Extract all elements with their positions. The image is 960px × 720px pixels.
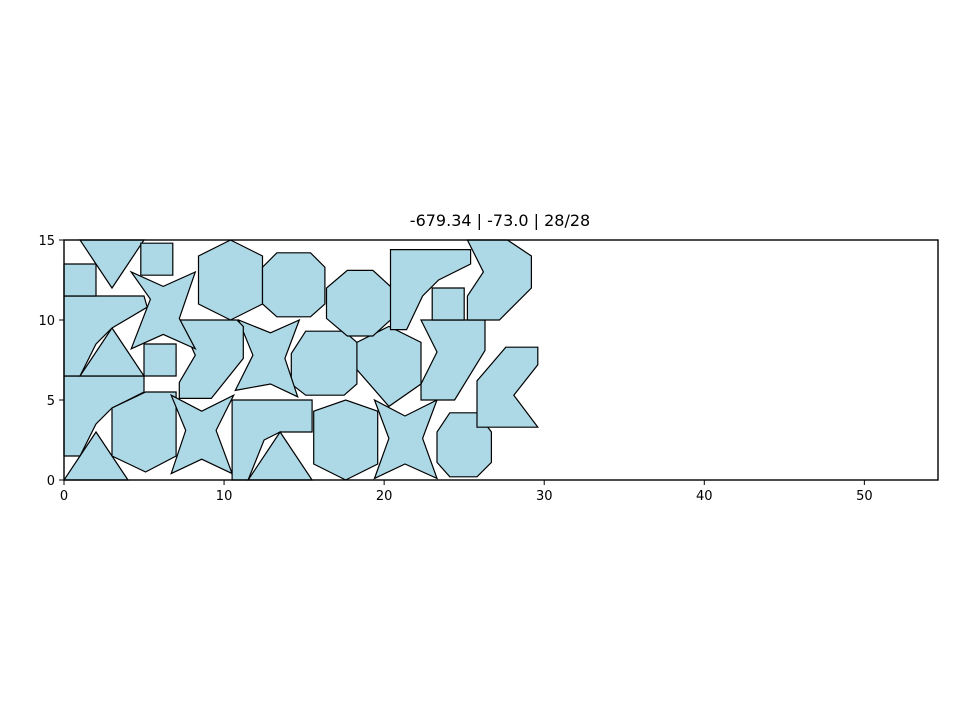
y-tick-label: 10 — [38, 314, 55, 329]
shape-l-shape-5 — [231, 399, 313, 481]
x-tick-label: 40 — [696, 489, 713, 504]
shapes-layer — [62, 239, 539, 481]
shape-octagon-9 — [436, 412, 492, 478]
shape-triangle-17 — [78, 326, 146, 377]
y-tick-label: 5 — [47, 394, 55, 409]
shape-square-27 — [431, 287, 465, 321]
shape-hexagon-3 — [111, 391, 177, 473]
x-tick-label: 0 — [60, 489, 68, 504]
shape-square-19 — [63, 263, 97, 297]
shape-star4-14 — [234, 318, 301, 398]
shape-l-shape-26 — [389, 249, 472, 331]
x-tick-label: 20 — [376, 489, 393, 504]
shape-chevron-15 — [178, 319, 244, 399]
shape-octagon-24 — [261, 252, 326, 318]
shape-star4-4 — [170, 393, 236, 475]
shape-hexagon-23 — [197, 239, 264, 321]
x-tick-label: 30 — [536, 489, 553, 504]
y-tick-label: 0 — [47, 474, 55, 489]
shape-octagon-25 — [325, 269, 393, 337]
axes-frame — [63, 239, 939, 481]
shape-square-16 — [143, 343, 177, 377]
ticks-layer: 0 10 20 30 40 50 0 5 10 15 — [38, 234, 872, 504]
shape-chevron-10 — [476, 346, 539, 428]
shape-star4-22 — [129, 270, 197, 351]
shape-octagon-13 — [290, 330, 358, 396]
x-tick-label: 10 — [216, 489, 233, 504]
shape-hexagon-7 — [313, 399, 379, 481]
y-tick-label: 15 — [38, 234, 55, 249]
x-tick-label: 50 — [856, 489, 873, 504]
shape-square-21 — [140, 242, 174, 276]
chart-title: -679.34 | -73.0 | 28/28 — [410, 211, 590, 230]
